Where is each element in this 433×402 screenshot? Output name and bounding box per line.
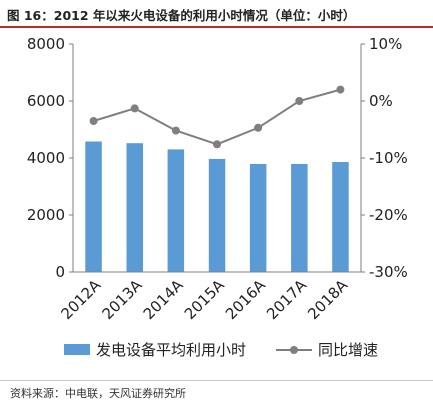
right-tick-label: 0% bbox=[369, 92, 393, 110]
legend-bar-swatch bbox=[64, 344, 90, 355]
x-tick-label: 2015A bbox=[181, 276, 228, 323]
legend-line-label: 同比增速 bbox=[318, 341, 378, 359]
bar-2013A bbox=[126, 143, 143, 272]
bar-2012A bbox=[85, 141, 102, 272]
bar-2017A bbox=[291, 164, 308, 272]
chart: 02000400060008000-30%-20%-10%0%10%2012A2… bbox=[27, 35, 408, 359]
bar-2014A bbox=[167, 149, 185, 272]
growth-point-2018A bbox=[336, 85, 345, 94]
growth-point-2017A bbox=[295, 97, 304, 105]
left-tick-label: 4000 bbox=[27, 149, 65, 167]
bar-2018A bbox=[332, 162, 349, 272]
legend-line-marker bbox=[290, 346, 298, 354]
right-tick-label: -20% bbox=[369, 206, 408, 224]
growth-point-2013A bbox=[130, 104, 139, 113]
line-layer bbox=[89, 85, 345, 149]
right-tick-label: 10% bbox=[369, 35, 402, 53]
growth-point-2012A bbox=[89, 117, 98, 125]
legend: 发电设备平均利用小时 同比增速 bbox=[64, 341, 378, 359]
legend-bar-label: 发电设备平均利用小时 bbox=[96, 341, 246, 359]
x-tick-label: 2012A bbox=[57, 276, 104, 323]
source-divider bbox=[0, 380, 433, 381]
right-tick-label: -30% bbox=[369, 263, 408, 281]
title-divider bbox=[0, 26, 433, 28]
left-tick-label: 6000 bbox=[27, 92, 65, 110]
x-tick-label: 2016A bbox=[222, 276, 269, 323]
x-tick-label: 2017A bbox=[263, 276, 310, 323]
source-note: 资料来源：中电联，天风证券研究所 bbox=[10, 387, 186, 400]
bar-2015A bbox=[208, 158, 226, 272]
left-tick-label: 8000 bbox=[27, 35, 65, 53]
x-tick-label: 2018A bbox=[304, 276, 351, 323]
axes-layer bbox=[69, 43, 365, 273]
x-tick-label: 2013A bbox=[99, 276, 146, 323]
chart-title: 图 16：2012 年以来火电设备的利用小时情况（单位：小时） bbox=[7, 8, 356, 23]
growth-line bbox=[93, 88, 341, 146]
x-tick-label: 2014A bbox=[140, 276, 187, 323]
growth-point-2014A bbox=[171, 126, 180, 135]
growth-point-2015A bbox=[213, 140, 221, 149]
bar-2016A bbox=[249, 164, 267, 272]
right-tick-label: -10% bbox=[369, 149, 408, 167]
left-tick-label: 2000 bbox=[27, 206, 65, 224]
left-tick-label: 0 bbox=[55, 263, 65, 281]
growth-point-2016A bbox=[254, 123, 263, 132]
bars-layer bbox=[85, 141, 349, 272]
